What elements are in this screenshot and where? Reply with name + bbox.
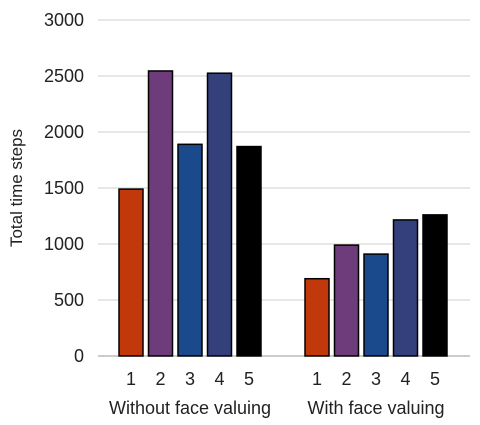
x-tick-label: 4 <box>400 369 410 389</box>
x-tick-label: 3 <box>185 369 195 389</box>
y-tick-label: 0 <box>74 346 84 366</box>
x-tick-label: 1 <box>126 369 136 389</box>
x-tick-label: 3 <box>371 369 381 389</box>
y-tick-label: 1000 <box>44 234 84 254</box>
y-axis-label: Total time steps <box>7 129 26 247</box>
bars <box>118 70 448 357</box>
x-tick-label: 2 <box>155 369 165 389</box>
bar <box>236 145 262 357</box>
x-tick-label: 2 <box>341 369 351 389</box>
bar <box>363 253 389 357</box>
group-label: Without face valuing <box>109 398 271 418</box>
bar <box>147 70 174 357</box>
y-tick-label: 1500 <box>44 178 84 198</box>
y-tick-label: 2000 <box>44 122 84 142</box>
group-label: With face valuing <box>307 398 444 418</box>
y-tick-label: 3000 <box>44 10 84 30</box>
x-tick-label: 1 <box>312 369 322 389</box>
bar <box>422 214 448 357</box>
bar <box>118 188 144 357</box>
x-tick-label: 5 <box>244 369 254 389</box>
group-labels: Without face valuing With face valuing <box>109 398 445 418</box>
y-tick-labels: 0 500 1000 1500 2000 2500 3000 <box>44 10 84 366</box>
x-tick-label: 5 <box>430 369 440 389</box>
bar <box>206 72 233 357</box>
bar <box>177 143 203 357</box>
bar <box>333 244 360 357</box>
bar <box>392 219 419 357</box>
bar <box>304 277 330 357</box>
y-tick-label: 500 <box>54 290 84 310</box>
x-tick-label: 4 <box>214 369 224 389</box>
y-tick-label: 2500 <box>44 66 84 86</box>
